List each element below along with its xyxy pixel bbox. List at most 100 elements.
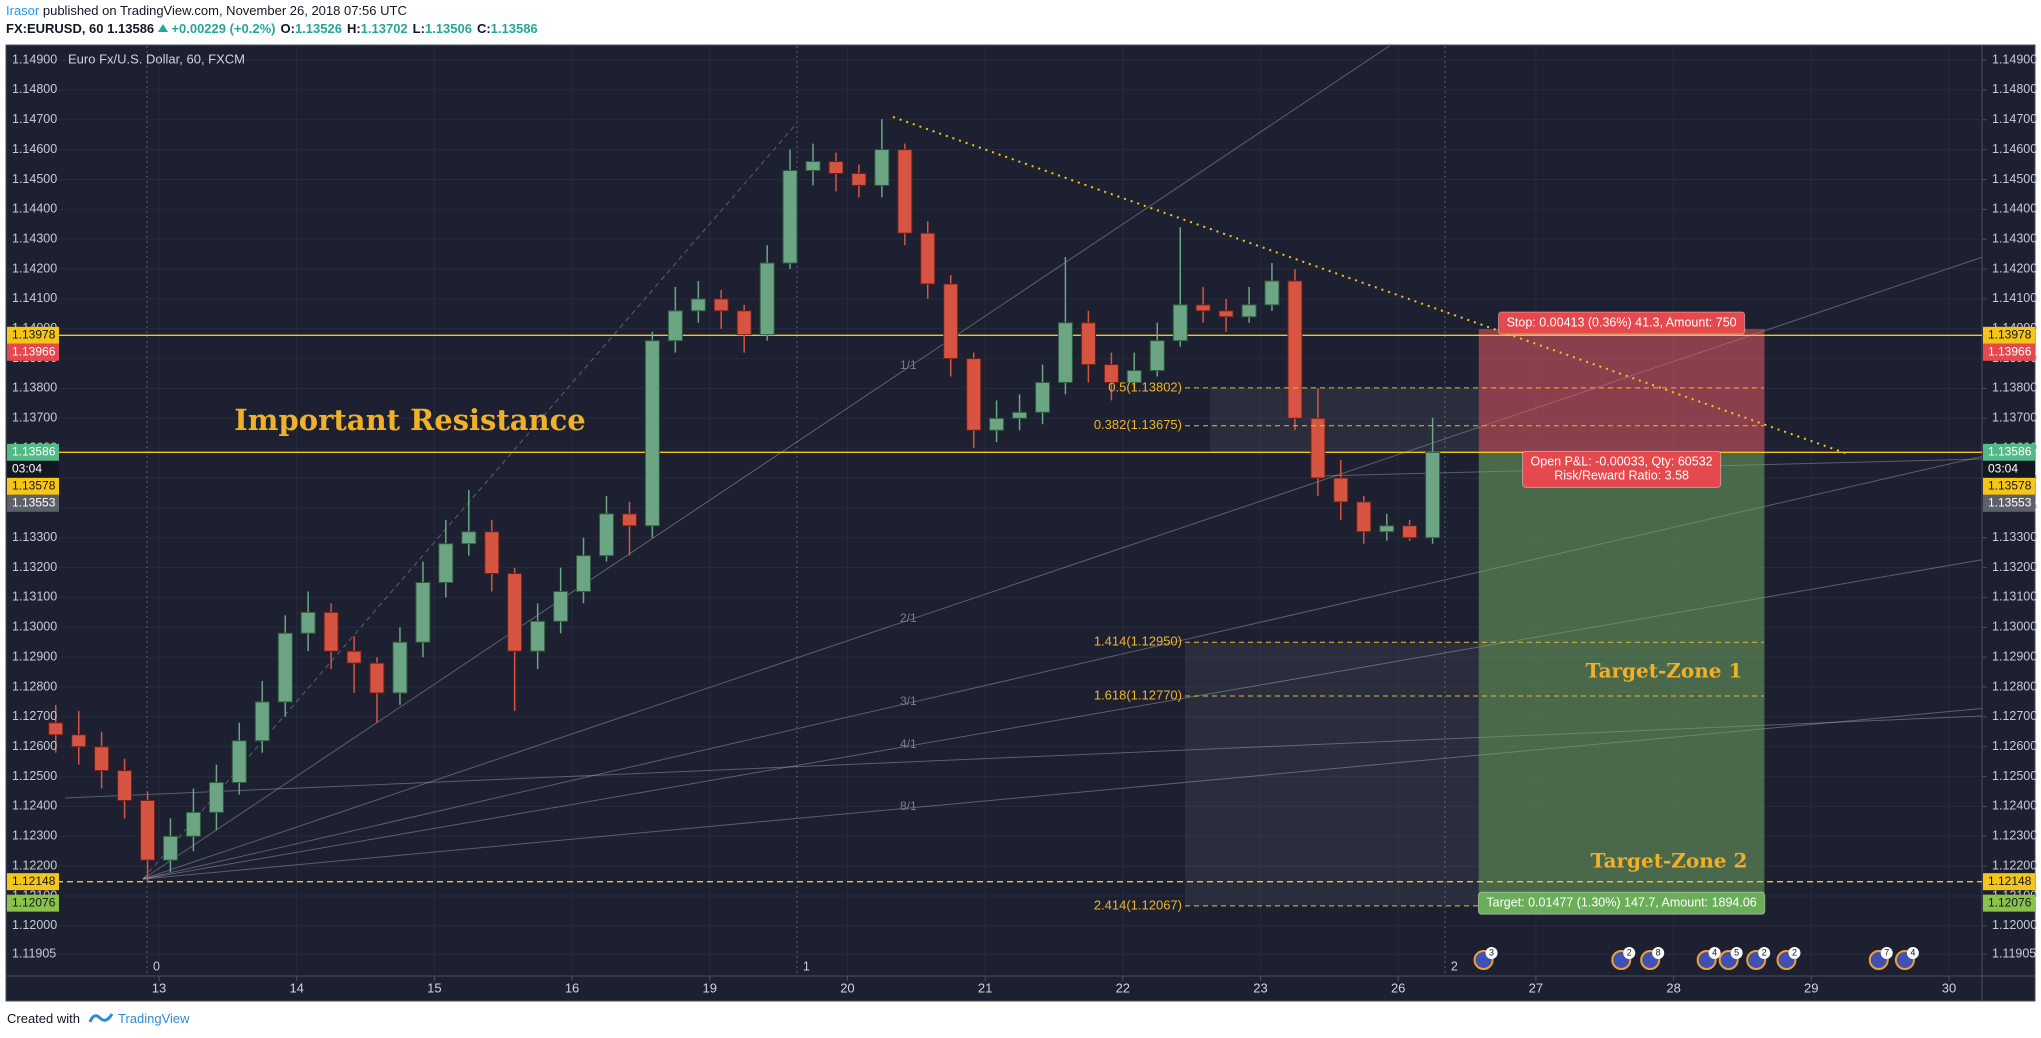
y-tick-label: 1.14600 xyxy=(1992,142,2037,156)
price-badge-box xyxy=(7,894,59,912)
price-badge: 1.13586 xyxy=(12,445,56,459)
header: Irasor published on TradingView.com, Nov… xyxy=(6,2,538,38)
event-count-bg xyxy=(1906,947,1919,959)
price-badge: 1.13966 xyxy=(1988,344,2032,358)
price-badge: 1.13586 xyxy=(1988,445,2032,459)
x-tick-label: 16 xyxy=(565,980,579,995)
price-badge: 1.12076 xyxy=(1988,895,2032,909)
ohlc-key: H: xyxy=(346,21,361,36)
gann-label: 4/1 xyxy=(900,737,917,751)
price-badge: 1.13978 xyxy=(12,327,56,341)
stop-label-box xyxy=(1498,311,1746,335)
candle-body xyxy=(277,632,293,703)
candle-body xyxy=(874,149,890,186)
event-count: 2 xyxy=(1627,947,1632,957)
price-badge: 1.13553 xyxy=(12,496,56,510)
candle-body xyxy=(1379,525,1395,533)
candle-body xyxy=(1356,501,1372,533)
x-tick-label: 13 xyxy=(152,980,166,995)
y-tick-label: 1.14900 xyxy=(1992,52,2037,66)
y-tick-label: 1.14300 xyxy=(12,231,57,245)
logo xyxy=(88,1013,114,1023)
footer-text: Created with xyxy=(7,1010,80,1026)
countdown-badge-box xyxy=(7,460,59,478)
candle-body xyxy=(1149,340,1165,372)
price-badge-box xyxy=(1983,494,2035,512)
fib-zone xyxy=(1185,642,1479,906)
x-tick-label: 30 xyxy=(1942,980,1956,995)
y-tick-label: 1.12500 xyxy=(12,769,57,783)
y-tick-label: 1.13100 xyxy=(1992,590,2037,604)
price-badge: 1.12076 xyxy=(12,895,56,909)
x-tick-label: 14 xyxy=(289,980,303,995)
event-count: 7 xyxy=(1884,947,1889,957)
candle-body xyxy=(1035,381,1051,413)
target-label-box xyxy=(1477,891,1766,915)
pnl-label-box xyxy=(1522,450,1722,488)
ohlc-value: 1.13506 xyxy=(424,21,472,36)
candle-body xyxy=(621,513,637,527)
event-count-bg xyxy=(1708,947,1721,959)
annotation: Important Resistance xyxy=(234,403,586,437)
y-tick-label: 1.14800 xyxy=(12,82,57,96)
candle-body xyxy=(1333,477,1349,503)
trend-line xyxy=(892,116,1849,455)
candle-body xyxy=(851,172,867,186)
x-tick-label: 22 xyxy=(1116,980,1130,995)
session-label: 0 xyxy=(153,959,160,973)
y-tick-label: 1.12700 xyxy=(12,709,57,723)
last-price: 1.13586 xyxy=(107,21,155,36)
candle-body xyxy=(117,770,133,801)
gann-label: 2/1 xyxy=(900,611,917,625)
candle-body xyxy=(644,340,660,527)
up-arrow xyxy=(157,24,168,32)
candle-body xyxy=(392,641,408,694)
candle-body xyxy=(920,232,936,285)
event-count: 4 xyxy=(1712,947,1717,957)
candle-body xyxy=(667,310,683,342)
annotation: Target-Zone 2 xyxy=(1591,849,1748,873)
author[interactable]: Irasor xyxy=(6,3,40,18)
fib-label: 0.382(1.13675) xyxy=(1094,417,1182,432)
candle-body xyxy=(300,611,316,634)
candle-body xyxy=(1264,280,1280,306)
event-count-bg xyxy=(1485,947,1498,959)
y-tick-label: 1.12400 xyxy=(1992,799,2037,813)
event-count-bg xyxy=(1623,947,1636,959)
candle-body xyxy=(1402,525,1418,539)
y-tick-label: 1.12000 xyxy=(1992,918,2037,932)
price-badge-box xyxy=(1983,477,2035,495)
x-tick-label: 27 xyxy=(1529,980,1543,995)
candle-body xyxy=(484,531,500,575)
ohlc-value: 1.13702 xyxy=(360,21,408,36)
candle-body xyxy=(1241,304,1257,318)
candle-body xyxy=(323,611,339,652)
y-tick-label: 1.13000 xyxy=(1992,620,2037,634)
y-tick-label: 1.13000 xyxy=(12,620,57,634)
x-tick-label: 28 xyxy=(1666,980,1680,995)
price-badge: 1.13553 xyxy=(1988,496,2032,510)
price-badge-box xyxy=(1983,894,2035,912)
price-badge-box xyxy=(1983,873,2035,891)
y-tick-label: 1.12300 xyxy=(12,829,57,843)
candle-body xyxy=(713,298,729,312)
y-tick-label: 1.13700 xyxy=(12,411,57,425)
candle-body xyxy=(1195,304,1211,312)
y-tick-label: 1.14700 xyxy=(12,112,57,126)
y-tick-label: 1.12800 xyxy=(12,679,57,693)
target-zone xyxy=(1478,452,1765,894)
y-tick-label: 1.14500 xyxy=(1992,172,2037,186)
fib-label: 1.618(1.12770) xyxy=(1094,687,1182,702)
price-badge-box xyxy=(1983,343,2035,361)
change: +0.00229 (+0.2%) xyxy=(171,21,276,36)
y-tick-label: 1.11905 xyxy=(12,947,56,961)
x-tick-label: 21 xyxy=(978,980,992,995)
overlay-layer: 1.14900 1.14900 1.14800 1.14800 1.14700 1.147… xyxy=(7,51,2037,995)
candle-body xyxy=(140,799,156,861)
candle-body xyxy=(553,590,569,622)
brand[interactable]: TradingView xyxy=(117,1010,190,1026)
candle-body xyxy=(759,262,775,336)
y-tick-label: 1.12000 xyxy=(12,918,57,932)
candle-body xyxy=(966,358,982,431)
